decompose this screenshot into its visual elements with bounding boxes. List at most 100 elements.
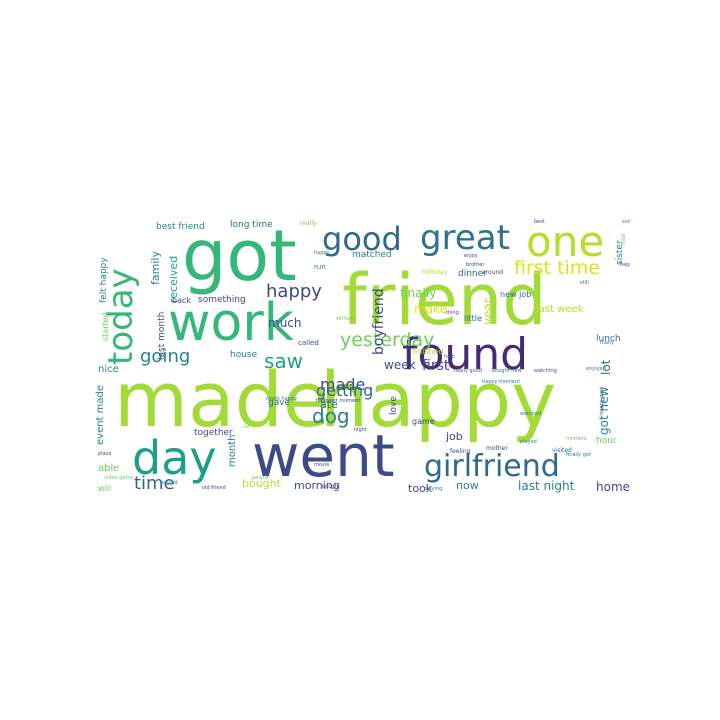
word: last month	[157, 311, 167, 360]
word: bought new	[492, 368, 522, 374]
word: playing	[424, 486, 443, 492]
word: movie	[314, 462, 330, 468]
word: really good	[454, 368, 482, 374]
word: morning	[294, 479, 340, 492]
word: played	[520, 439, 537, 445]
word: night	[354, 427, 367, 433]
word: lunch	[596, 334, 621, 344]
word: new job	[500, 290, 532, 299]
word: much	[268, 316, 302, 330]
word: enjoy	[464, 253, 478, 259]
word: watched	[520, 411, 542, 417]
word: finally got	[566, 452, 591, 458]
word: happy moment	[482, 379, 521, 385]
word: matched	[352, 250, 392, 260]
word: ate	[320, 398, 338, 411]
word: finished	[412, 347, 444, 356]
word: happy past	[599, 387, 605, 415]
word: bought	[322, 484, 340, 490]
word: around	[482, 269, 504, 276]
word: really happy	[266, 396, 297, 402]
word: house	[230, 350, 258, 360]
word: food	[621, 233, 627, 245]
word: one	[526, 217, 605, 266]
word: week	[384, 358, 416, 372]
word: job	[446, 430, 463, 443]
word: boyfriend	[371, 288, 387, 355]
word: work	[168, 293, 294, 353]
word: found	[402, 329, 529, 380]
word: game	[412, 417, 435, 426]
word: brother	[466, 262, 485, 268]
word: happiest moment	[316, 398, 361, 404]
word: cat	[242, 424, 250, 430]
word: first	[422, 358, 450, 374]
word: feeling	[450, 448, 471, 455]
word: something	[198, 295, 246, 305]
word: place	[98, 451, 112, 457]
word: good	[322, 220, 402, 258]
word: getting	[316, 381, 374, 400]
word: long time	[230, 220, 273, 230]
word: passed	[160, 480, 178, 486]
word: dog	[312, 404, 350, 428]
word: last week	[536, 304, 584, 315]
word: felt happy	[99, 257, 109, 303]
word: went	[252, 422, 395, 490]
word: saw	[264, 349, 304, 373]
word: happy	[266, 281, 322, 302]
word: little	[464, 314, 482, 323]
word: first time	[514, 257, 601, 279]
word: hour	[596, 436, 617, 446]
word: got	[182, 215, 297, 297]
word: run	[314, 263, 326, 271]
word: without	[336, 316, 355, 322]
word: back	[172, 296, 192, 305]
word: event made	[95, 384, 106, 445]
word: still	[580, 280, 589, 286]
word: made	[114, 355, 330, 444]
word: nice	[98, 364, 119, 375]
word: enjoyed	[586, 366, 606, 372]
word: happy	[320, 355, 557, 444]
word: video game	[104, 475, 134, 481]
word: month	[227, 434, 238, 467]
word: called	[298, 339, 319, 347]
word: birthday	[422, 269, 448, 276]
word: together	[194, 428, 233, 438]
word: happy got	[620, 262, 630, 268]
word: now	[456, 479, 479, 492]
word: year	[481, 298, 495, 325]
word: going	[140, 346, 191, 367]
word: will	[98, 484, 112, 493]
word-cloud: made happy friend got went work found da…	[90, 215, 630, 495]
word: really	[300, 220, 317, 227]
word: moment	[566, 436, 588, 442]
word: family	[149, 251, 162, 285]
word: home	[596, 480, 630, 494]
word: gave	[268, 398, 291, 408]
word: happy	[314, 250, 330, 256]
word: last night	[518, 479, 575, 493]
word: started	[101, 312, 110, 341]
word: mother	[486, 445, 508, 452]
word: visited	[552, 447, 572, 454]
word: make	[414, 302, 447, 316]
word: thing	[446, 310, 459, 316]
word: son	[622, 219, 630, 225]
word: help	[444, 354, 455, 360]
word: day	[132, 431, 217, 485]
word: yesterday	[340, 329, 435, 351]
word: great	[420, 218, 510, 258]
word: bought	[242, 477, 281, 490]
word: many	[600, 340, 615, 346]
word: dinner	[458, 269, 487, 279]
word: time	[134, 473, 175, 494]
word: girlfriend	[424, 449, 560, 484]
word: friend	[342, 259, 547, 341]
word: old friend	[202, 485, 226, 491]
word: people	[252, 475, 269, 481]
word: watching	[534, 368, 557, 374]
word: best friend	[156, 222, 205, 232]
word: able	[98, 463, 120, 474]
